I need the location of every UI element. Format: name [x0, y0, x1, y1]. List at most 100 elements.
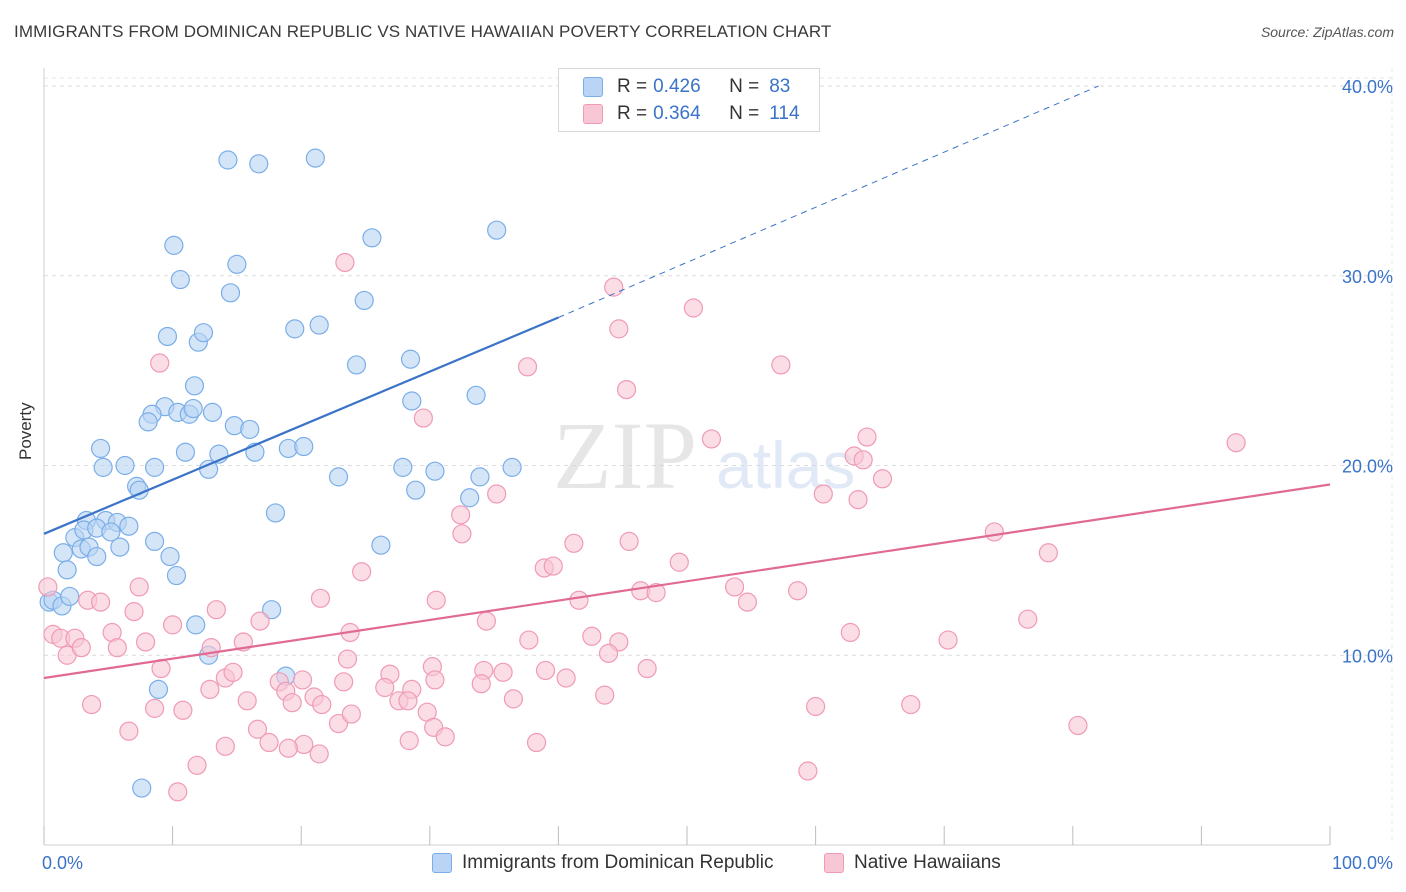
- point-dominican: [460, 488, 480, 508]
- point-hawaiian: [737, 592, 758, 612]
- point-dominican: [60, 586, 80, 607]
- point-hawaiian: [582, 626, 602, 646]
- point-hawaiian: [237, 691, 257, 711]
- legend-swatch-hawaiian: [583, 104, 603, 124]
- point-hawaiian: [503, 689, 523, 709]
- tick-labels: 10.0% 20.0% 30.0% 40.0% 0.0% 100.0%: [42, 77, 1393, 873]
- point-hawaiian: [150, 353, 170, 373]
- point-hawaiian: [543, 556, 563, 576]
- point-hawaiian: [798, 761, 818, 781]
- legend-n-value: 83: [769, 76, 791, 97]
- point-hawaiian: [526, 732, 547, 753]
- x-tick-label: 0.0%: [42, 853, 83, 873]
- point-dominican: [294, 436, 314, 457]
- point-hawaiian: [90, 592, 111, 612]
- watermark-zip: ZIP: [553, 402, 697, 509]
- y-tick-label: 30.0%: [1342, 267, 1393, 287]
- grid-lines: [44, 68, 1393, 845]
- point-hawaiian: [335, 252, 355, 273]
- point-dominican: [466, 385, 486, 405]
- point-dominican: [220, 283, 241, 303]
- legend-swatch-hawaiian: [824, 853, 844, 873]
- point-dominican: [328, 467, 349, 487]
- point-hawaiian: [1038, 543, 1058, 563]
- legend-swatch-dominican: [432, 853, 452, 873]
- point-dominican: [115, 455, 135, 476]
- point-dominican: [87, 546, 107, 567]
- point-hawaiian: [144, 698, 165, 718]
- point-dominican: [193, 323, 214, 343]
- point-hawaiian: [81, 694, 102, 715]
- point-dominican: [166, 565, 187, 586]
- watermark: ZIP atlas: [553, 402, 855, 509]
- point-hawaiian: [493, 662, 513, 682]
- point-hawaiian: [426, 590, 446, 610]
- point-hawaiian: [853, 450, 873, 470]
- legend-item-dominican[interactable]: Immigrants from Dominican Republic: [432, 852, 774, 874]
- point-hawaiian: [173, 700, 193, 720]
- point-dominican: [90, 438, 111, 459]
- point-hawaiian: [724, 577, 745, 597]
- point-hawaiian: [669, 552, 689, 572]
- legend-swatch-dominican: [583, 77, 603, 97]
- x-tick-label: 100.0%: [1332, 853, 1393, 873]
- point-dominican: [402, 391, 422, 411]
- legend-label-dominican: Immigrants from Dominican Republic: [462, 852, 774, 873]
- point-hawaiian: [200, 679, 220, 700]
- point-hawaiian: [425, 670, 445, 690]
- legend-r-value: 0.426: [653, 76, 701, 97]
- point-dominican: [265, 503, 286, 523]
- point-hawaiian: [187, 755, 207, 775]
- point-hawaiian: [129, 577, 149, 597]
- point-dominican: [183, 398, 203, 419]
- point-hawaiian: [259, 732, 279, 753]
- axes: [43, 68, 1331, 846]
- point-hawaiian: [310, 588, 331, 608]
- point-hawaiian: [341, 704, 361, 724]
- point-hawaiian: [938, 630, 958, 650]
- point-hawaiian: [124, 602, 144, 622]
- trend-line-hawaiian: [43, 483, 1331, 680]
- point-dominican: [249, 154, 269, 174]
- point-dominican: [175, 442, 196, 462]
- legend-row-hawaiian: R = 0.364 N = 114: [583, 101, 800, 127]
- point-dominican: [184, 376, 205, 396]
- point-hawaiian: [598, 643, 619, 663]
- point-dominican: [164, 235, 184, 255]
- point-hawaiian: [476, 611, 496, 631]
- point-dominican: [309, 315, 329, 335]
- legend-r-label: R =: [617, 76, 648, 97]
- legend-item-hawaiian[interactable]: Native Hawaiians: [824, 852, 1001, 874]
- point-hawaiian: [556, 668, 576, 688]
- point-hawaiian: [840, 622, 860, 643]
- point-hawaiian: [872, 469, 893, 489]
- point-hawaiian: [569, 590, 589, 610]
- legend-n-label: N =: [729, 103, 760, 124]
- point-dominican: [101, 522, 121, 542]
- point-hawaiian: [278, 738, 298, 758]
- point-hawaiian: [616, 380, 637, 400]
- point-dominican: [119, 516, 139, 536]
- point-hawaiian: [435, 727, 455, 747]
- point-dominican: [157, 326, 178, 347]
- point-hawaiian: [901, 694, 921, 715]
- point-dominican: [148, 679, 169, 700]
- point-dominican: [305, 148, 325, 168]
- point-hawaiian: [683, 298, 704, 318]
- point-hawaiian: [646, 583, 666, 603]
- point-dominican: [93, 457, 113, 477]
- point-dominican: [354, 290, 374, 311]
- point-hawaiian: [787, 581, 808, 601]
- point-dominican: [393, 457, 413, 477]
- point-hawaiian: [375, 677, 395, 698]
- y-tick-label: 10.0%: [1342, 646, 1393, 666]
- point-hawaiian: [535, 660, 556, 681]
- point-hawaiian: [487, 484, 507, 504]
- legend-r-value: 0.364: [653, 103, 701, 124]
- point-hawaiian: [71, 638, 91, 658]
- point-hawaiian: [206, 600, 226, 620]
- point-hawaiian: [609, 319, 629, 339]
- point-dominican: [346, 355, 367, 375]
- point-hawaiian: [857, 427, 877, 447]
- point-hawaiian: [309, 744, 329, 764]
